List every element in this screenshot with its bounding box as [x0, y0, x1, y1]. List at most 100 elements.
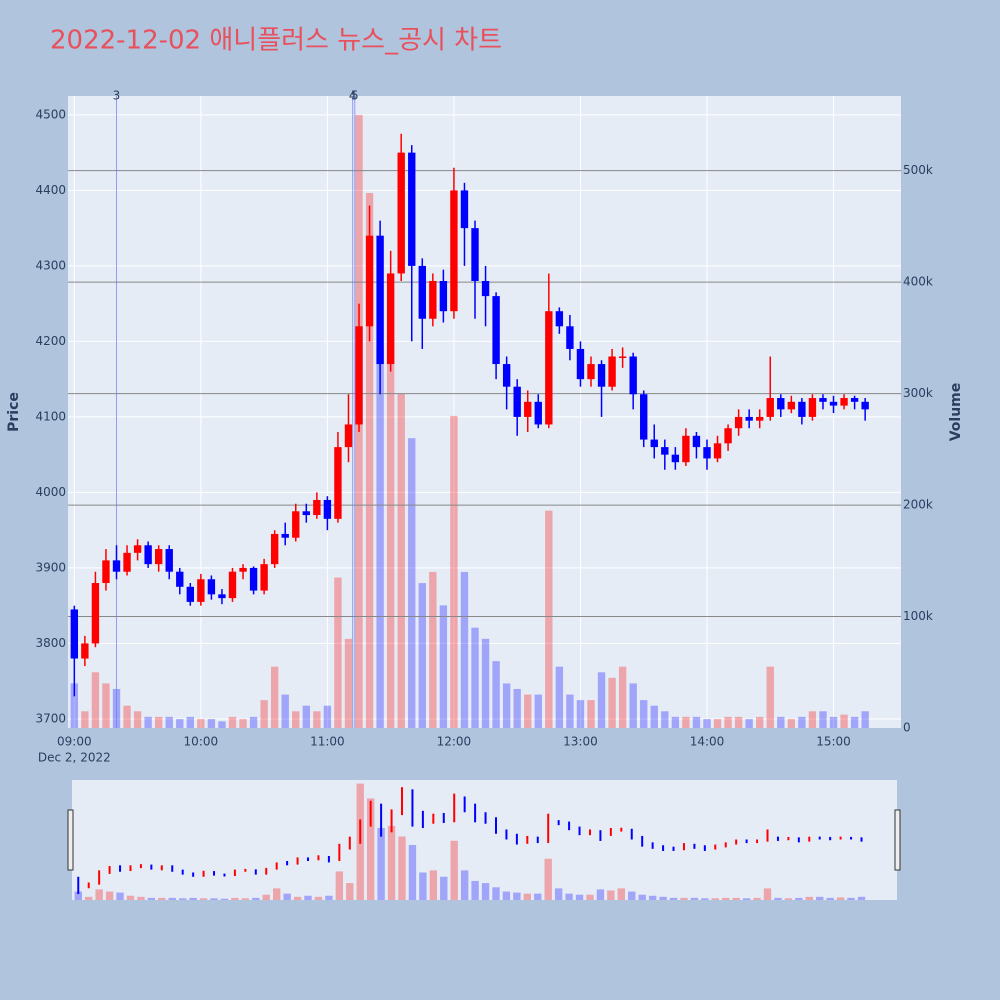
volume-bar	[682, 716, 690, 728]
candle-body	[576, 348, 585, 380]
volume-bar	[376, 349, 384, 728]
slider-volume	[126, 895, 135, 900]
volume-bar	[418, 583, 426, 728]
candle-body	[734, 416, 743, 429]
volume-bar	[460, 571, 469, 728]
candle-body	[608, 356, 616, 387]
slider-volume	[513, 892, 521, 900]
volume-bar	[249, 716, 258, 728]
volume-bar	[850, 716, 859, 728]
slider-volume	[554, 888, 563, 900]
slider-volume	[293, 896, 302, 900]
candle-body	[386, 273, 395, 365]
slider-volume	[74, 891, 82, 900]
candle-body	[81, 643, 89, 659]
candle-body	[334, 447, 342, 519]
volume-bar	[197, 719, 205, 728]
volume-bar	[239, 719, 247, 728]
y-tick-label: 3800	[35, 636, 66, 650]
volume-bar	[756, 716, 764, 728]
candle-body	[766, 398, 774, 417]
x-tick-label: 15:00	[816, 735, 851, 749]
candle-body	[123, 552, 131, 572]
volume-bar	[218, 721, 226, 728]
volume-bar	[91, 672, 100, 728]
slider-volume	[836, 897, 845, 900]
candle-body	[819, 398, 827, 402]
y-axis-title: Price	[6, 392, 22, 432]
slider-volume	[387, 825, 396, 900]
volume-bar	[745, 719, 753, 728]
candle-body	[302, 511, 310, 516]
slider-volume	[784, 898, 793, 900]
candle-body	[249, 567, 258, 591]
slider-volume	[701, 898, 709, 900]
slider-volume	[669, 897, 678, 900]
y2-tick-label: 500k	[903, 163, 933, 177]
volume-bar	[629, 683, 637, 728]
slider-volume	[774, 897, 782, 900]
volume-bar	[597, 672, 606, 728]
candle-body	[197, 579, 205, 602]
volume-bar	[123, 705, 131, 728]
candle-body	[808, 398, 817, 417]
volume-bar	[133, 711, 142, 728]
slider-volume	[481, 883, 490, 900]
slider-volume	[304, 895, 312, 900]
candle-body	[281, 533, 289, 538]
volume-bar	[819, 711, 827, 728]
y-tick-label: 4500	[35, 107, 66, 121]
candle-body	[313, 499, 321, 516]
candle-body	[566, 326, 574, 349]
candle-body	[524, 401, 532, 417]
candle-body	[450, 190, 458, 312]
x-tick-label: 13:00	[563, 735, 598, 749]
candle-body	[629, 356, 637, 395]
candle-body	[365, 235, 374, 327]
volume-bar	[260, 700, 268, 728]
slider-volume	[366, 798, 375, 900]
slider-handle[interactable]	[67, 809, 74, 871]
slider-volume	[105, 891, 114, 900]
candle-body	[798, 401, 806, 417]
slider-volume	[460, 870, 469, 900]
slider-volume	[805, 896, 813, 900]
candle-body	[418, 265, 426, 319]
slider-volume	[272, 888, 281, 900]
y2-tick-label: 100k	[903, 609, 933, 623]
candle-body	[207, 579, 216, 595]
volume-bar	[323, 705, 332, 728]
slider-volume	[763, 888, 772, 900]
candle-body	[176, 571, 184, 587]
volume-bar	[808, 711, 817, 728]
volume-bar	[650, 705, 658, 728]
volume-bar	[492, 661, 500, 728]
candle-body	[344, 424, 353, 448]
candle-body	[703, 447, 711, 459]
candle-body	[429, 280, 437, 319]
candle-body	[713, 443, 722, 459]
volume-bar	[513, 688, 521, 728]
volume-bar	[671, 716, 680, 728]
volume-bar	[734, 716, 743, 728]
candle-body	[545, 311, 553, 425]
volume-bar	[524, 694, 532, 728]
candle-body	[239, 567, 247, 572]
slider-volume	[325, 895, 333, 900]
slider-volume	[826, 897, 834, 900]
volume-bar	[397, 393, 405, 728]
slider-volume	[847, 897, 855, 900]
volume-bar	[344, 638, 353, 728]
volume-bar	[408, 438, 416, 728]
candle-body	[587, 364, 595, 380]
volume-bar	[302, 705, 310, 728]
slider-volume	[283, 893, 291, 900]
volume-bar	[429, 571, 437, 728]
slider-volume	[398, 836, 406, 900]
x-tick-label: 11:00	[310, 735, 345, 749]
candle-body	[292, 511, 300, 538]
slider-volume	[429, 870, 438, 900]
candle-body	[439, 280, 448, 312]
candle-body	[154, 549, 163, 565]
slider-handle[interactable]	[894, 809, 901, 871]
